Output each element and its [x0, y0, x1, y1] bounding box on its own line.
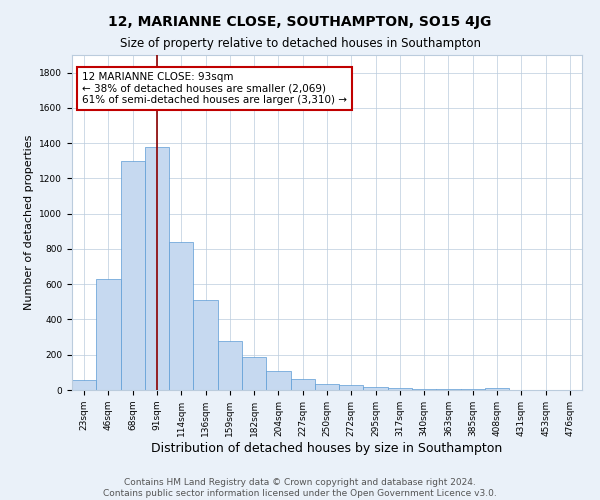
Bar — [121, 161, 145, 390]
Bar — [72, 380, 96, 390]
Text: Size of property relative to detached houses in Southampton: Size of property relative to detached ho… — [119, 38, 481, 51]
Text: Contains HM Land Registry data © Crown copyright and database right 2024.
Contai: Contains HM Land Registry data © Crown c… — [103, 478, 497, 498]
Bar — [169, 242, 193, 390]
Bar — [412, 388, 436, 390]
Bar — [364, 387, 388, 390]
Bar — [242, 358, 266, 390]
Text: 12, MARIANNE CLOSE, SOUTHAMPTON, SO15 4JG: 12, MARIANNE CLOSE, SOUTHAMPTON, SO15 4J… — [109, 15, 491, 29]
Bar — [96, 279, 121, 390]
Bar — [315, 384, 339, 390]
Bar — [339, 385, 364, 390]
Text: 12 MARIANNE CLOSE: 93sqm
← 38% of detached houses are smaller (2,069)
61% of sem: 12 MARIANNE CLOSE: 93sqm ← 38% of detach… — [82, 72, 347, 105]
X-axis label: Distribution of detached houses by size in Southampton: Distribution of detached houses by size … — [151, 442, 503, 454]
Bar — [145, 146, 169, 390]
Bar — [218, 340, 242, 390]
Bar — [266, 371, 290, 390]
Bar — [290, 378, 315, 390]
Bar — [485, 388, 509, 390]
Y-axis label: Number of detached properties: Number of detached properties — [24, 135, 34, 310]
Bar — [193, 300, 218, 390]
Bar — [436, 389, 461, 390]
Bar — [388, 388, 412, 390]
